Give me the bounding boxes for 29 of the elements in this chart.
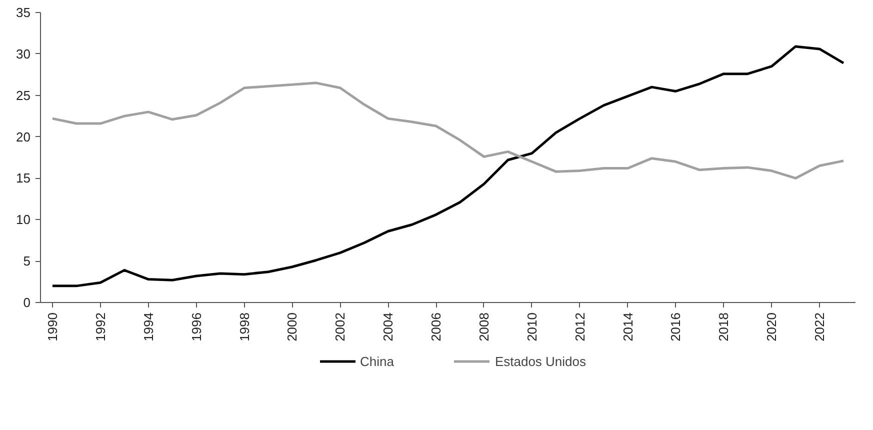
y-tick-label: 35 bbox=[16, 5, 31, 20]
y-tick-label: 25 bbox=[16, 88, 31, 103]
x-tick-label: 2012 bbox=[572, 312, 588, 342]
x-tick-label: 2002 bbox=[332, 312, 348, 342]
x-tick-label: 2018 bbox=[716, 312, 732, 342]
y-tick-label: 0 bbox=[23, 295, 31, 310]
line-series bbox=[51, 45, 845, 288]
x-tick-label: 1990 bbox=[44, 312, 60, 342]
y-tick-label: 5 bbox=[23, 254, 31, 269]
x-tick-label: 1994 bbox=[140, 312, 156, 342]
legend-label: Estados Unidos bbox=[494, 354, 586, 368]
x-tick-label: 2014 bbox=[620, 312, 636, 342]
x-tick-label: 2016 bbox=[668, 312, 684, 342]
x-tick-label: 2006 bbox=[428, 312, 444, 342]
x-tick-label: 2022 bbox=[812, 312, 828, 342]
x-tick-label: 2008 bbox=[476, 312, 492, 342]
legend-label: China bbox=[360, 354, 394, 368]
x-tick-label: 1996 bbox=[188, 312, 204, 342]
x-tick-label: 1998 bbox=[236, 312, 252, 342]
x-tick-label: 2020 bbox=[764, 312, 780, 342]
y-tick-label: 10 bbox=[16, 212, 31, 228]
x-tick-label: 2000 bbox=[284, 312, 300, 342]
x-tick-label: 1992 bbox=[92, 312, 108, 342]
line-series bbox=[51, 82, 845, 180]
y-tick-label: 20 bbox=[16, 129, 31, 144]
y-tick-label: 15 bbox=[16, 170, 31, 186]
y-tick-label: 30 bbox=[16, 46, 31, 62]
x-tick-label: 2004 bbox=[380, 312, 396, 342]
x-tick-label: 2010 bbox=[524, 312, 540, 342]
